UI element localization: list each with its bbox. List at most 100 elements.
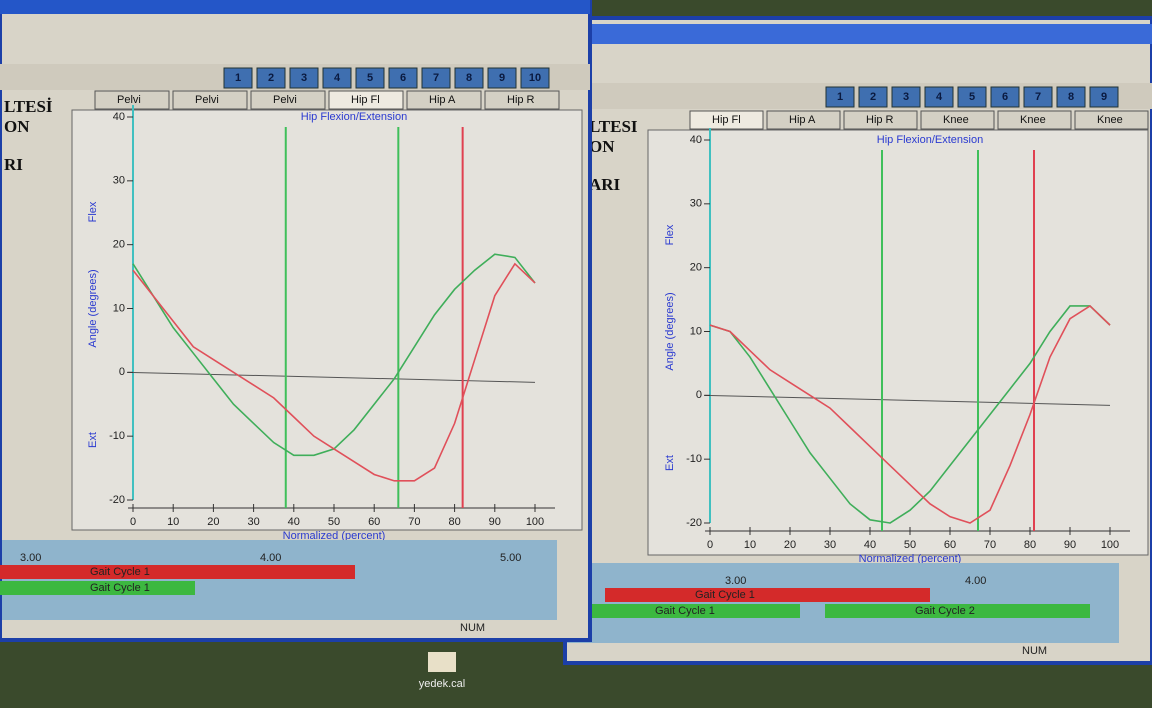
toolbar-number[interactable]: 6 <box>400 72 406 84</box>
timeline-label: 4.00 <box>260 552 281 564</box>
side-text: RI <box>4 155 23 174</box>
y-tick-label: -10 <box>109 430 125 442</box>
gait-cycle-label[interactable]: Gait Cycle 1 <box>695 589 755 601</box>
toolbar-number[interactable]: 1 <box>837 91 843 103</box>
timeline-label: 3.00 <box>20 552 41 564</box>
toolbar-number[interactable]: 5 <box>969 91 975 103</box>
screen: 123456789LTESIONARIHip FlHip AHip RKneeK… <box>0 0 1152 708</box>
title-bar <box>0 0 590 14</box>
x-tick-label: 0 <box>130 516 136 528</box>
toolbar-number[interactable]: 10 <box>529 72 541 84</box>
x-tick-label: 70 <box>984 539 996 551</box>
y-tick-label: 30 <box>113 175 125 187</box>
toolbar-number[interactable]: 9 <box>1101 91 1107 103</box>
status-text: NUM <box>1022 645 1047 657</box>
side-text: ON <box>4 117 30 136</box>
chart-title: Hip Flexion/Extension <box>301 111 407 123</box>
y-tick-label: -10 <box>686 453 702 465</box>
y-top-label: Flex <box>664 224 676 245</box>
toolbar-number[interactable]: 5 <box>367 72 373 84</box>
y-tick-label: -20 <box>686 517 702 529</box>
toolbar-number[interactable]: 7 <box>1035 91 1041 103</box>
x-tick-label: 20 <box>207 516 219 528</box>
gait-cycle-bar[interactable] <box>605 588 930 602</box>
tab-label[interactable]: Hip Fl <box>712 114 741 126</box>
toolbar-number[interactable]: 3 <box>301 72 307 84</box>
side-text: ON <box>589 137 615 156</box>
file-icon[interactable] <box>428 652 456 672</box>
y-tick-label: 20 <box>690 262 702 274</box>
x-tick-label: 100 <box>526 516 544 528</box>
toolbar-number[interactable]: 1 <box>235 72 241 84</box>
y-tick-label: 40 <box>113 111 125 123</box>
x-tick-label: 60 <box>368 516 380 528</box>
x-tick-label: 10 <box>744 539 756 551</box>
tab-label[interactable]: Knee <box>1097 114 1123 126</box>
gait-cycle-label[interactable]: Gait Cycle 1 <box>655 605 715 617</box>
y-tick-label: 10 <box>690 325 702 337</box>
y-tick-label: 40 <box>690 134 702 146</box>
y-top-label: Flex <box>87 201 99 222</box>
toolbar-number[interactable]: 6 <box>1002 91 1008 103</box>
x-tick-label: 90 <box>489 516 501 528</box>
y-tick-label: 0 <box>119 366 125 378</box>
side-text: ARI <box>589 175 621 194</box>
toolbar-number[interactable]: 8 <box>1068 91 1074 103</box>
x-tick-label: 60 <box>944 539 956 551</box>
tab-label[interactable]: Pelvi <box>117 94 141 106</box>
tab-label[interactable]: Pelvi <box>195 94 219 106</box>
x-tick-label: 30 <box>824 539 836 551</box>
tab-label[interactable]: Pelvi <box>273 94 297 106</box>
side-text: LTESI <box>589 117 638 136</box>
x-tick-label: 40 <box>864 539 876 551</box>
page: {"windows": [ {"side_text": ["LTESİ", "O… <box>0 0 1152 708</box>
gait-cycle-label[interactable]: Gait Cycle 1 <box>90 582 150 594</box>
toolbar-number[interactable]: 8 <box>466 72 472 84</box>
y-axis-label: Angle (degrees) <box>664 292 676 370</box>
toolbar-number[interactable]: 9 <box>499 72 505 84</box>
toolbar-number[interactable]: 4 <box>334 72 341 84</box>
x-tick-label: 80 <box>1024 539 1036 551</box>
toolbar-number[interactable]: 2 <box>870 91 876 103</box>
plot-frame <box>72 110 582 530</box>
toolbar-number[interactable]: 2 <box>268 72 274 84</box>
tab-label[interactable]: Knee <box>943 114 969 126</box>
timeline-label: 5.00 <box>500 552 521 564</box>
x-tick-label: 50 <box>328 516 340 528</box>
tab-label[interactable]: Hip R <box>507 94 535 106</box>
toolbar-number[interactable]: 4 <box>936 91 943 103</box>
gait-cycle-label[interactable]: Gait Cycle 2 <box>915 605 975 617</box>
timeline <box>567 563 1119 643</box>
x-tick-label: 80 <box>448 516 460 528</box>
x-tick-label: 90 <box>1064 539 1076 551</box>
gait-cycle-bar[interactable] <box>0 565 355 579</box>
title-bar <box>565 24 1152 44</box>
y-tick-label: 30 <box>690 198 702 210</box>
tab-label[interactable]: Hip A <box>429 94 456 106</box>
x-tick-label: 40 <box>288 516 300 528</box>
x-tick-label: 0 <box>707 539 713 551</box>
gait-cycle-label[interactable]: Gait Cycle 1 <box>90 566 150 578</box>
timeline-label: 4.00 <box>965 575 986 587</box>
y-bottom-label: Ext <box>87 432 99 448</box>
toolbar-number[interactable]: 7 <box>433 72 439 84</box>
y-tick-label: 10 <box>113 302 125 314</box>
toolbar-number[interactable]: 3 <box>903 91 909 103</box>
tab-label[interactable]: Hip R <box>866 114 894 126</box>
tab-label[interactable]: Hip Fl <box>351 94 380 106</box>
y-tick-label: 20 <box>113 239 125 251</box>
x-tick-label: 50 <box>904 539 916 551</box>
timeline-label: 3.00 <box>725 575 746 587</box>
icon-label[interactable]: yedek.cal <box>419 678 465 690</box>
status-text: NUM <box>460 622 485 634</box>
plot-frame <box>648 130 1148 555</box>
x-tick-label: 30 <box>247 516 259 528</box>
x-tick-label: 100 <box>1101 539 1119 551</box>
side-text: LTESİ <box>4 97 53 116</box>
x-tick-label: 70 <box>408 516 420 528</box>
tab-label[interactable]: Hip A <box>789 114 816 126</box>
y-tick-label: -20 <box>109 494 125 506</box>
tab-label[interactable]: Knee <box>1020 114 1046 126</box>
chart-title: Hip Flexion/Extension <box>877 134 983 146</box>
y-tick-label: 0 <box>696 389 702 401</box>
